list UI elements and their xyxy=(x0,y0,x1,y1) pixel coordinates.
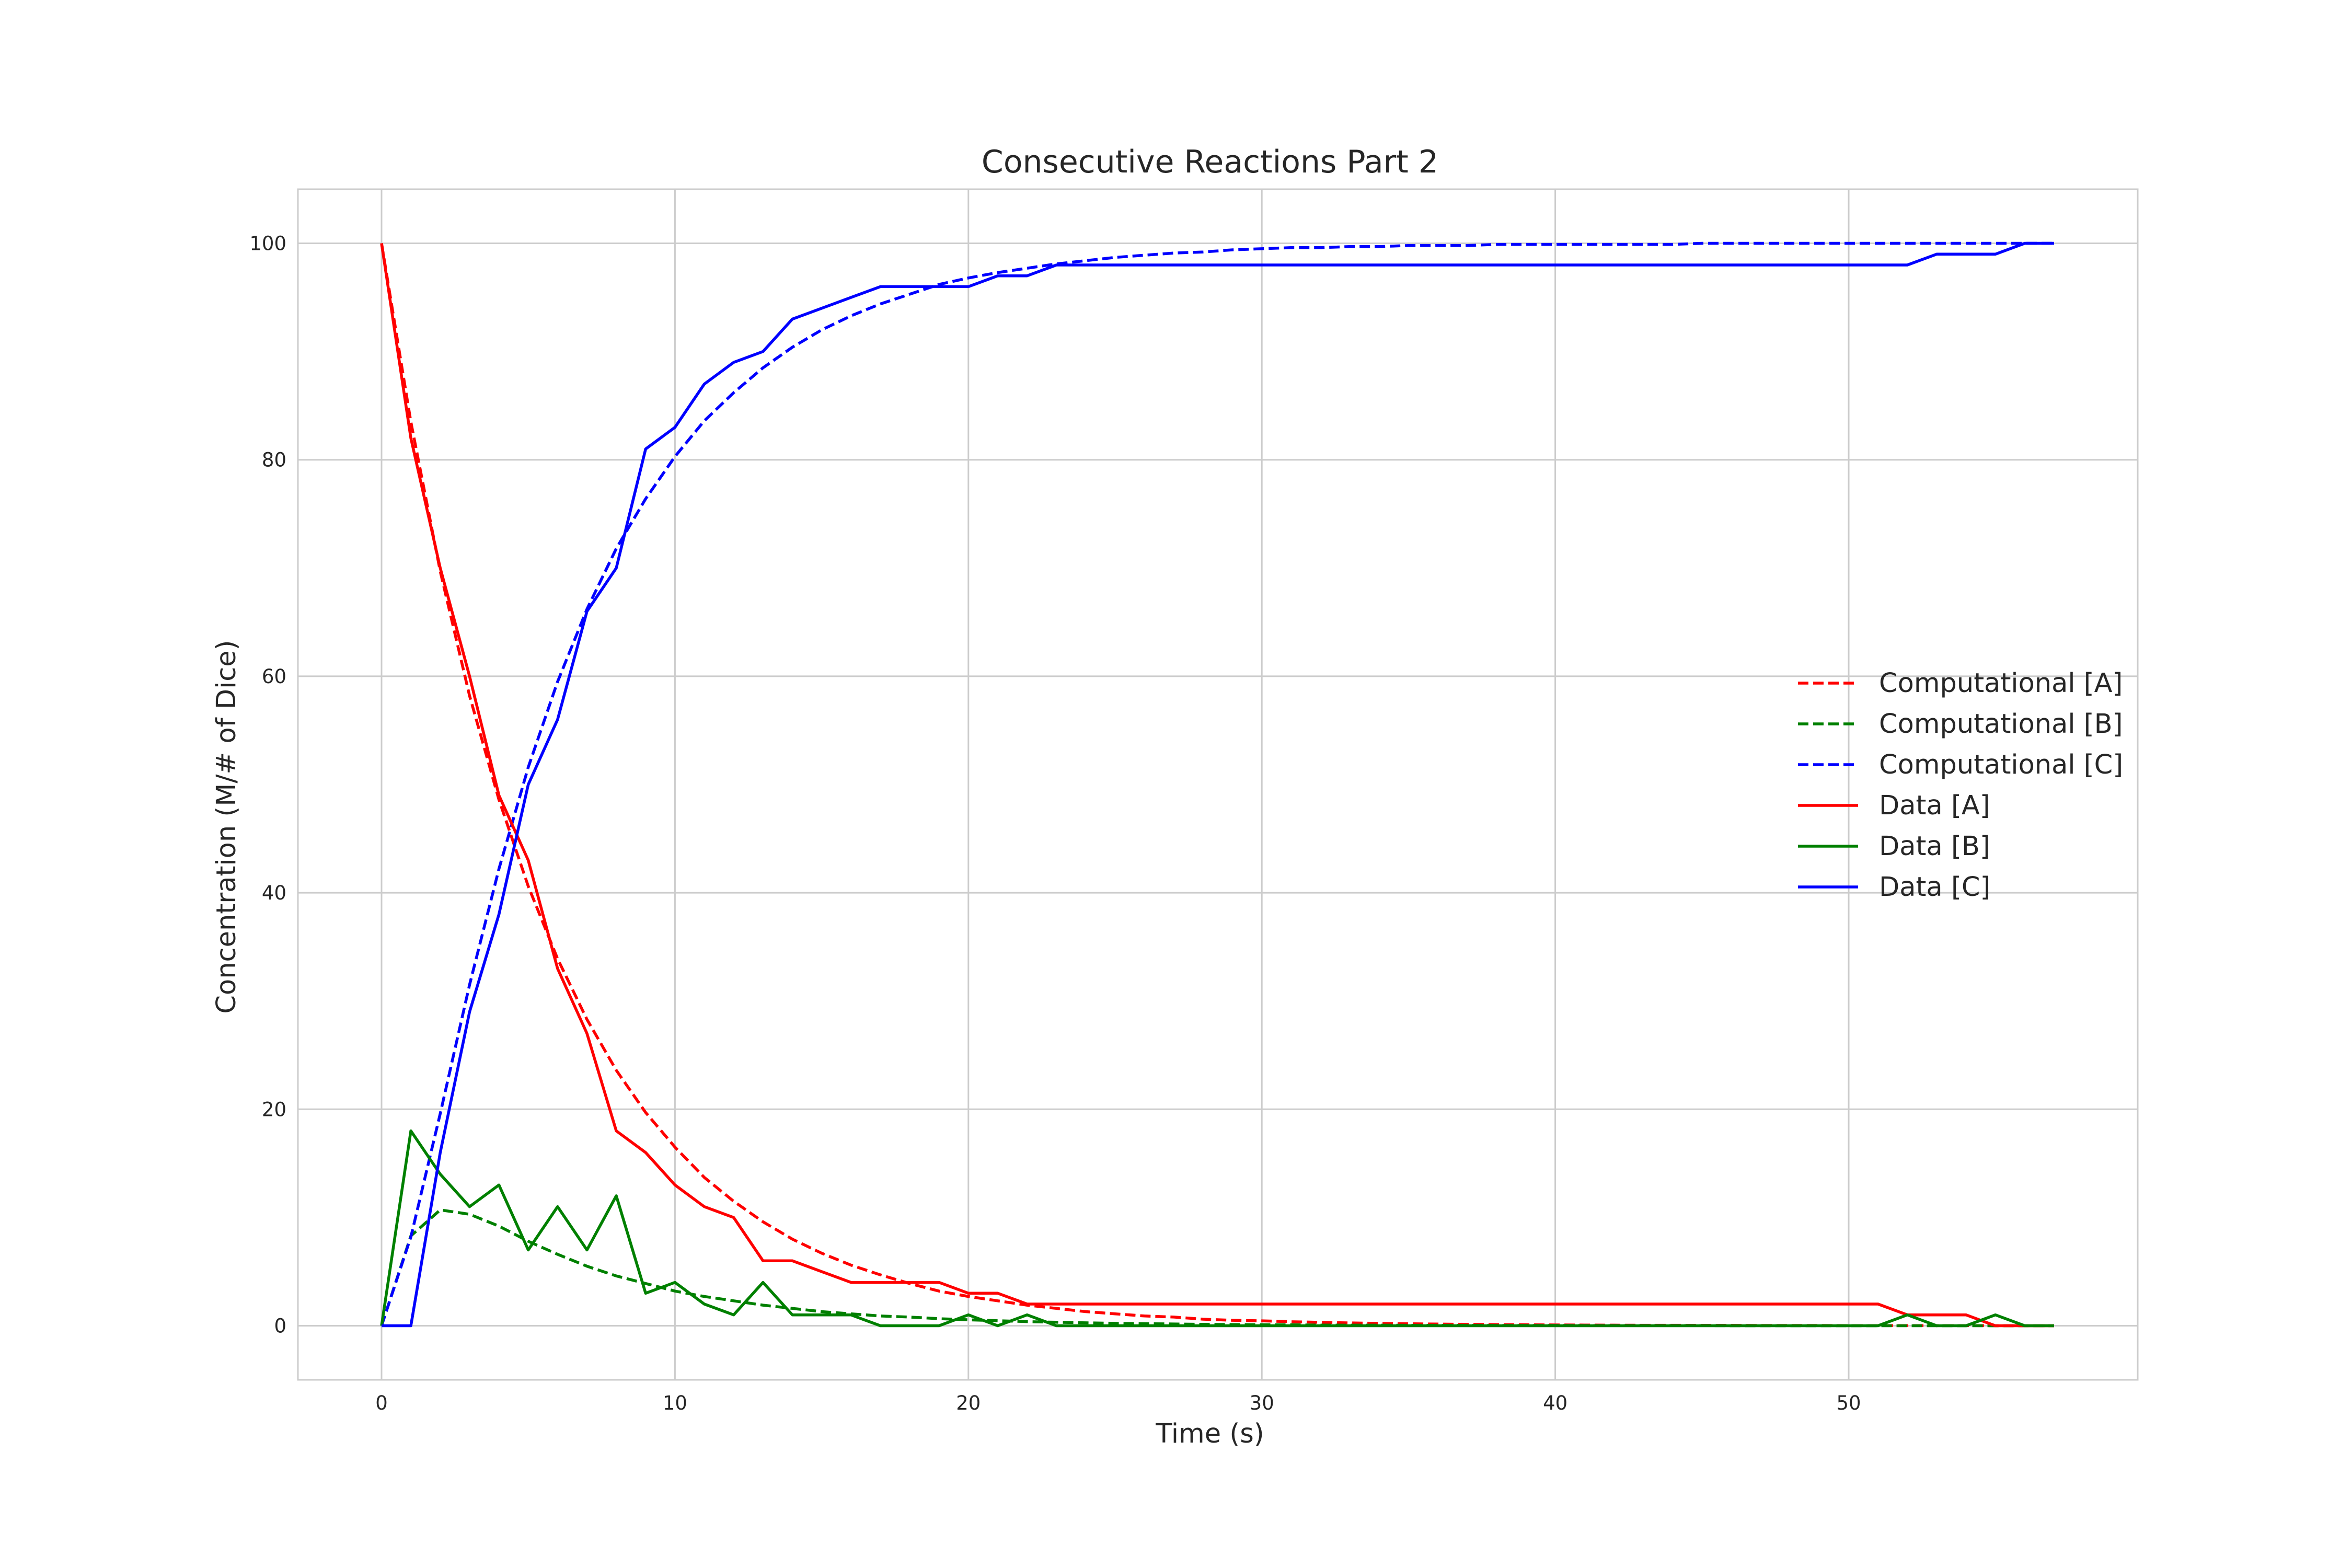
x-tick-label: 40 xyxy=(1543,1392,1567,1414)
x-tick-label: 50 xyxy=(1836,1392,1861,1414)
y-tick-label: 40 xyxy=(262,882,286,904)
legend-label-1: Computational [A] xyxy=(1879,668,2123,699)
y-tick-label: 20 xyxy=(262,1098,286,1121)
x-tick-label: 20 xyxy=(956,1392,981,1414)
tick-labels: 0 10 20 30 40 50 0 20 40 60 80 100 xyxy=(249,233,1861,1414)
x-axis-label: Time (s) xyxy=(1155,1419,1264,1449)
series-line-6 xyxy=(382,241,2054,1328)
series-line-4 xyxy=(380,243,2054,1328)
y-tick-label: 0 xyxy=(274,1315,286,1337)
legend-label-3: Computational [C] xyxy=(1879,750,2123,780)
y-axis-label: Concentration (M/# of Dice) xyxy=(211,640,242,1013)
y-tick-label: 60 xyxy=(262,665,286,688)
legend-label-4: Data [A] xyxy=(1879,790,1990,821)
y-tick-label: 100 xyxy=(249,233,286,255)
x-tick-label: 30 xyxy=(1250,1392,1274,1414)
grid-layer xyxy=(298,189,2138,1380)
series-layer xyxy=(380,241,2054,1328)
legend-label-6: Data [C] xyxy=(1879,872,1990,903)
series-line-3 xyxy=(380,241,2054,1327)
chart-title: Consecutive Reactions Part 2 xyxy=(982,144,1438,180)
legend: Computational [A] Computational [B] Comput… xyxy=(1798,668,2123,903)
x-tick-label: 0 xyxy=(375,1392,388,1414)
series-line-1 xyxy=(380,243,2054,1328)
y-tick-label: 80 xyxy=(262,449,286,471)
legend-label-5: Data [B] xyxy=(1879,831,1990,862)
legend-label-2: Computational [B] xyxy=(1879,709,2123,740)
series-line-5 xyxy=(380,1129,2054,1328)
x-tick-label: 10 xyxy=(663,1392,687,1414)
plot-frame xyxy=(297,188,2139,1381)
